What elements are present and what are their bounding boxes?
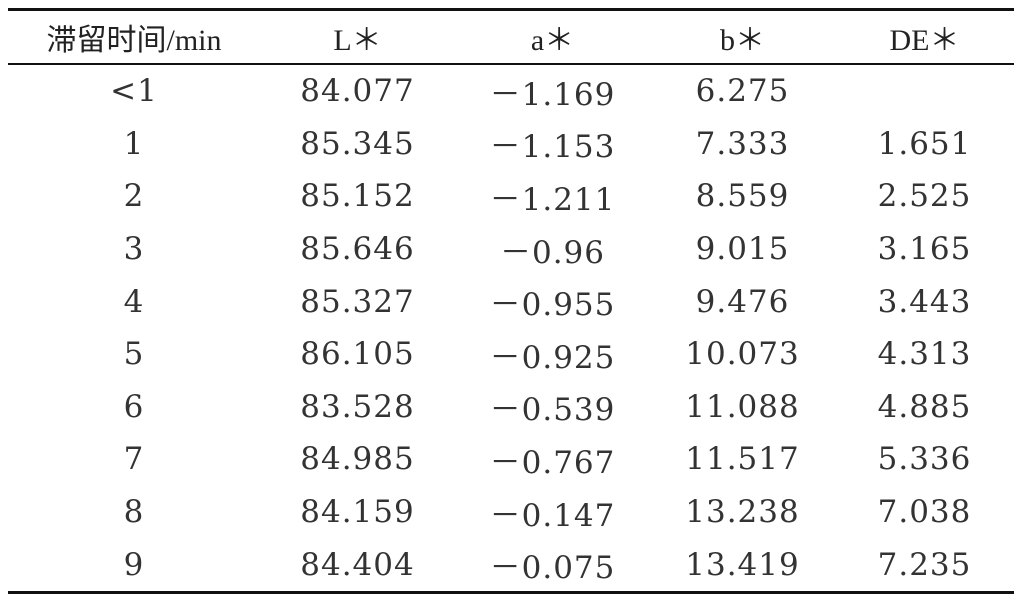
retention-time-cell: 3 (123, 231, 145, 268)
retention-time-cell: 7 (123, 441, 145, 478)
b-star-cell: 10.073 (685, 336, 800, 373)
table-row: 7 84.985 －0.767 11.517 5.336 (8, 433, 1014, 486)
header-retention-time: 滞留时间/min (46, 24, 222, 57)
b-star-cell: 9.015 (695, 231, 790, 268)
de-star-cell: 7.038 (877, 494, 972, 531)
table-row: 3 85.646 －0.96 9.015 3.165 (8, 223, 1014, 276)
header-row: 滞留时间/min L＊ a＊ b＊ DE＊ (8, 9, 1014, 64)
table-row: 9 84.404 －0.075 13.419 7.235 (8, 538, 1014, 593)
b-star-cell: 11.088 (685, 388, 800, 425)
b-star-cell: 6.275 (695, 73, 790, 110)
b-star-cell: 13.419 (685, 546, 800, 583)
de-star-cell: 3.165 (877, 231, 972, 268)
a-star-cell: －0.925 (489, 339, 616, 376)
retention-time-cell: 2 (123, 178, 145, 215)
l-star-cell: 84.077 (300, 73, 415, 110)
a-star-cell: －0.539 (489, 392, 616, 429)
header-a-star: a＊ (530, 24, 575, 57)
de-star-cell: 5.336 (877, 441, 972, 478)
de-star-cell: 1.651 (877, 125, 972, 162)
a-star-cell: －1.153 (489, 129, 616, 166)
l-star-cell: 85.646 (300, 231, 415, 268)
l-star-cell: 84.159 (300, 494, 415, 531)
table-row: 8 84.159 －0.147 13.238 7.038 (8, 486, 1014, 539)
b-star-cell: 9.476 (695, 283, 790, 320)
l-star-cell: 83.528 (300, 388, 415, 425)
de-star-cell (835, 64, 1014, 118)
data-table-container: 滞留时间/min L＊ a＊ b＊ DE＊ <1 84.077 －1.169 6.27… (8, 8, 1014, 594)
table-row: 2 85.152 －1.211 8.559 2.525 (8, 170, 1014, 223)
a-star-cell: －0.955 (489, 287, 616, 324)
header-b-star: b＊ (720, 24, 765, 57)
table-row: 5 86.105 －0.925 10.073 4.313 (8, 328, 1014, 381)
table-body: <1 84.077 －1.169 6.275 1 85.345 －1.153 7.333 1.6… (8, 64, 1014, 593)
header-de-star: DE＊ (889, 24, 960, 57)
color-measurement-table: 滞留时间/min L＊ a＊ b＊ DE＊ <1 84.077 －1.169 6.27… (8, 8, 1014, 594)
b-star-cell: 13.238 (685, 494, 800, 531)
de-star-cell: 4.313 (877, 336, 972, 373)
retention-time-cell: 8 (123, 494, 145, 531)
b-star-cell: 11.517 (685, 441, 800, 478)
retention-time-cell: <1 (110, 73, 158, 110)
table-header: 滞留时间/min L＊ a＊ b＊ DE＊ (8, 9, 1014, 64)
b-star-cell: 7.333 (695, 125, 790, 162)
a-star-cell: －0.147 (489, 497, 616, 534)
table-row: 1 85.345 －1.153 7.333 1.651 (8, 118, 1014, 171)
l-star-cell: 84.404 (300, 546, 415, 583)
l-star-cell: 84.985 (300, 441, 415, 478)
table-row: 4 85.327 －0.955 9.476 3.443 (8, 275, 1014, 328)
a-star-cell: －1.169 (489, 76, 616, 113)
de-star-cell: 3.443 (877, 283, 972, 320)
l-star-cell: 86.105 (300, 336, 415, 373)
a-star-cell: －0.96 (499, 234, 606, 271)
l-star-cell: 85.152 (300, 178, 415, 215)
table-row: <1 84.077 －1.169 6.275 (8, 64, 1014, 118)
de-star-cell: 4.885 (877, 388, 972, 425)
retention-time-cell: 9 (123, 546, 145, 583)
l-star-cell: 85.345 (300, 125, 415, 162)
retention-time-cell: 6 (123, 388, 145, 425)
a-star-cell: －0.767 (489, 444, 616, 481)
l-star-cell: 85.327 (300, 283, 415, 320)
a-star-cell: －0.075 (489, 550, 616, 587)
table-row: 6 83.528 －0.539 11.088 4.885 (8, 381, 1014, 434)
de-star-cell: 2.525 (877, 178, 972, 215)
b-star-cell: 8.559 (695, 178, 790, 215)
retention-time-cell: 4 (123, 283, 145, 320)
header-l-star: L＊ (333, 24, 382, 57)
retention-time-cell: 5 (123, 336, 145, 373)
a-star-cell: －1.211 (489, 181, 616, 218)
de-star-cell: 7.235 (877, 546, 972, 583)
retention-time-cell: 1 (123, 125, 145, 162)
